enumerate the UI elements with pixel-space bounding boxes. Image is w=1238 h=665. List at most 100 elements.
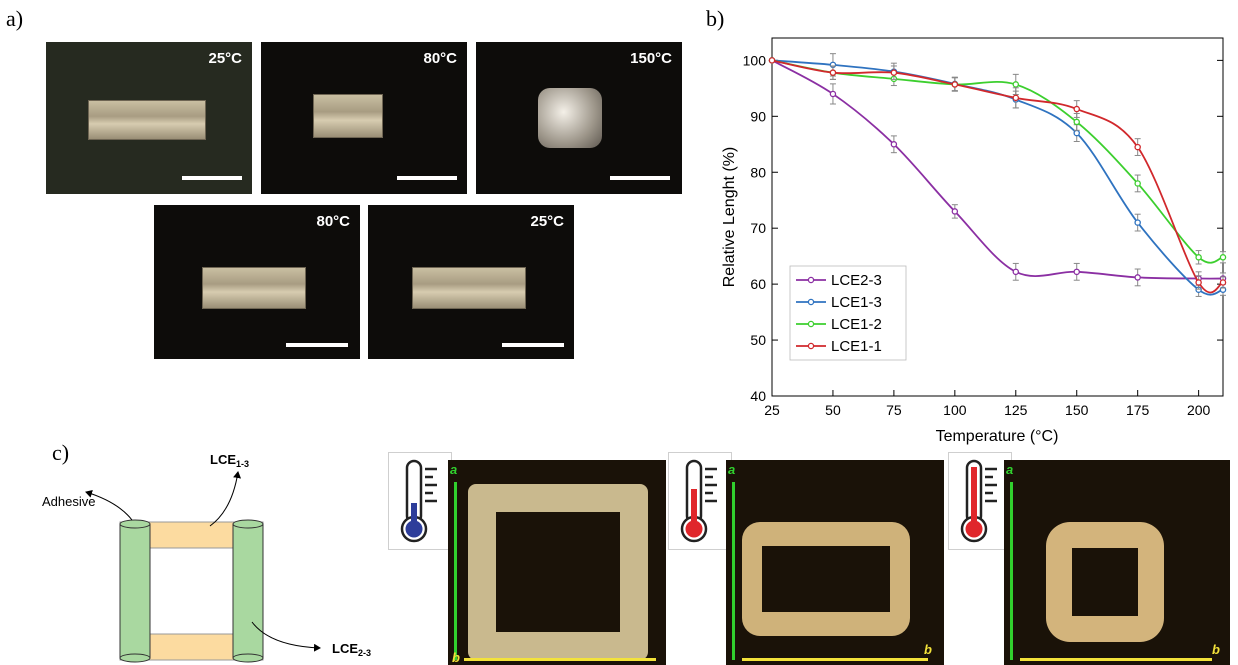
data-point bbox=[1195, 254, 1202, 261]
a-label: a bbox=[728, 462, 736, 477]
temperature-label: 150°C bbox=[630, 50, 672, 67]
legend-label: LCE1-1 bbox=[831, 338, 882, 355]
y-axis-label: Relative Lenght (%) bbox=[721, 147, 738, 288]
series-group bbox=[768, 53, 1227, 297]
data-point bbox=[1134, 143, 1141, 151]
photo-80c-heating: 80°C bbox=[261, 42, 467, 194]
data-point bbox=[1012, 268, 1020, 276]
x-tick-label: 150 bbox=[1065, 402, 1089, 418]
lce23-cylinder-left bbox=[119, 519, 151, 663]
thermometer-warm bbox=[668, 452, 732, 550]
thermometer-hot bbox=[948, 452, 1012, 550]
legend-marker bbox=[807, 298, 815, 306]
y-tick-label: 80 bbox=[750, 164, 766, 180]
lce23-cylinder-right bbox=[232, 519, 264, 663]
a-line bbox=[1010, 482, 1013, 660]
b-line bbox=[1020, 658, 1212, 661]
data-point bbox=[1134, 219, 1141, 226]
legend-label: LCE1-3 bbox=[831, 294, 882, 311]
legend-marker bbox=[807, 320, 815, 328]
y-tick-label: 40 bbox=[750, 388, 766, 404]
lce13-arrow bbox=[209, 471, 242, 527]
series-line bbox=[771, 59, 1224, 294]
data-point bbox=[1073, 118, 1080, 126]
x-tick-label: 75 bbox=[886, 402, 902, 418]
thermometer-hot-icon bbox=[960, 459, 997, 543]
photo-25c-final: 25°C bbox=[368, 205, 574, 359]
data-point bbox=[951, 208, 959, 215]
scale-bar bbox=[610, 176, 670, 180]
lce-strip bbox=[202, 267, 306, 309]
lce-strip bbox=[412, 267, 526, 309]
data-point bbox=[1073, 268, 1080, 276]
photo-80c-cooling: 80°C bbox=[154, 205, 360, 359]
series-LCE1-2 bbox=[768, 57, 1227, 265]
series-line bbox=[771, 59, 1224, 296]
lce23-label: LCE2-3 bbox=[332, 641, 371, 658]
data-point bbox=[951, 81, 959, 88]
temperature-label: 80°C bbox=[316, 213, 350, 230]
data-point bbox=[1073, 129, 1080, 137]
thermometer-warm-icon bbox=[680, 459, 717, 543]
x-tick-label: 175 bbox=[1126, 402, 1150, 418]
series-line bbox=[771, 59, 1224, 264]
data-point bbox=[890, 141, 898, 148]
lce23-arrow bbox=[251, 621, 321, 652]
legend-marker bbox=[807, 276, 815, 284]
lce-frame bbox=[742, 522, 910, 636]
data-point bbox=[1134, 180, 1141, 187]
thermometer-cold-icon bbox=[400, 459, 437, 543]
adhesive-arrow bbox=[85, 489, 133, 521]
b-label: b bbox=[1212, 642, 1220, 657]
adhesive-label: Adhesive bbox=[42, 494, 95, 509]
x-tick-label: 200 bbox=[1187, 402, 1211, 418]
b-label: b bbox=[452, 650, 460, 665]
a-line bbox=[454, 482, 457, 660]
lce-strip bbox=[88, 100, 206, 140]
legend: LCE2-3 LCE1-3 LCE1-2 LCE1-1 bbox=[789, 265, 907, 361]
panel-label-b: b) bbox=[706, 6, 725, 31]
data-point bbox=[890, 69, 898, 76]
data-point bbox=[1012, 81, 1020, 88]
frame-photo-cold: a b bbox=[448, 460, 666, 665]
lce-strip bbox=[313, 94, 383, 138]
thermometer-cold bbox=[388, 452, 452, 550]
frame-photo-hot: a b bbox=[1004, 460, 1230, 665]
contracted-lce-blob bbox=[538, 88, 602, 148]
series-LCE1-1 bbox=[768, 57, 1227, 294]
temperature-label: 80°C bbox=[423, 50, 457, 67]
a-line bbox=[732, 482, 735, 660]
a-label: a bbox=[450, 462, 458, 477]
lce-frame-schematic: Adhesive LCE1-3 LCE2-3 bbox=[42, 452, 371, 663]
y-tick-label: 50 bbox=[750, 332, 766, 348]
data-point bbox=[1073, 105, 1080, 113]
scale-bar bbox=[397, 176, 457, 180]
axes: 25 50 75 100 125 150 175 200 40 50 60 70 80 90 100 bbox=[743, 52, 1223, 418]
scale-bar bbox=[182, 176, 242, 180]
series-LCE1-3 bbox=[768, 53, 1227, 297]
temperature-label: 25°C bbox=[208, 50, 242, 67]
a-label: a bbox=[1006, 462, 1014, 477]
y-tick-label: 90 bbox=[750, 108, 766, 124]
data-point bbox=[1134, 274, 1141, 281]
series-line bbox=[771, 59, 1224, 280]
photo-25c-initial: 25°C bbox=[46, 42, 252, 194]
lce-frame bbox=[1046, 522, 1164, 642]
legend-marker bbox=[807, 342, 815, 350]
scale-bar bbox=[286, 343, 348, 347]
frame-photo-warm: a b bbox=[726, 460, 944, 665]
panel-label-c: c) bbox=[52, 440, 70, 465]
data-point bbox=[1012, 94, 1020, 102]
x-tick-label: 100 bbox=[943, 402, 967, 418]
photo-150c: 150°C bbox=[476, 42, 682, 194]
plot-frame bbox=[771, 37, 1224, 397]
x-tick-label: 25 bbox=[764, 402, 780, 418]
scale-bar bbox=[502, 343, 564, 347]
lce-frame bbox=[468, 484, 648, 660]
legend-label: LCE2-3 bbox=[831, 272, 882, 289]
data-point bbox=[768, 57, 776, 64]
lce13-label: LCE1-3 bbox=[210, 452, 249, 469]
b-label: b bbox=[924, 642, 932, 657]
y-tick-label: 60 bbox=[750, 276, 766, 292]
x-axis-label: Temperature (°C) bbox=[936, 428, 1059, 445]
